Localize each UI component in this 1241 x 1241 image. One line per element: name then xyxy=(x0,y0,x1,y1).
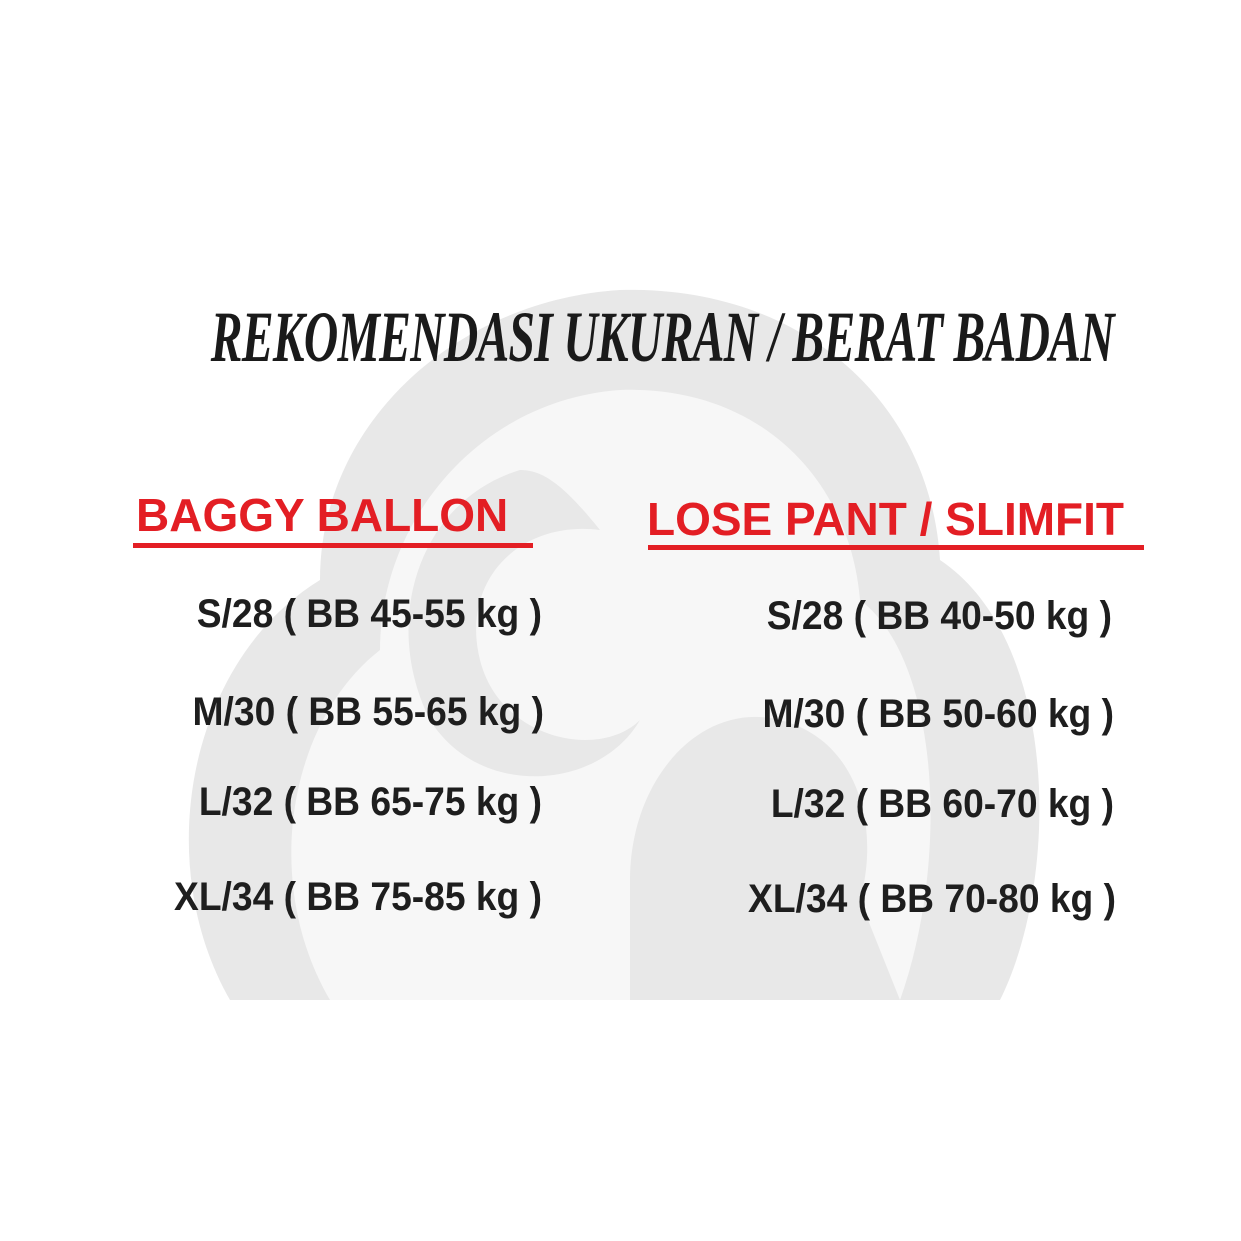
slimfit-size-row-m: M/30 ( BB 50-60 kg ) xyxy=(762,692,1114,736)
baggy-size-row-xl: XL/34 ( BB 75-85 kg ) xyxy=(174,875,543,919)
baggy-size-row-l: L/32 ( BB 65-75 kg ) xyxy=(198,780,542,824)
slimfit-size-row-l: L/32 ( BB 60-70 kg ) xyxy=(770,782,1114,826)
slimfit-size-row-s: S/28 ( BB 40-50 kg ) xyxy=(766,594,1112,638)
baggy-ballon-underline xyxy=(133,543,533,548)
lose-pant-slimfit-underline xyxy=(648,545,1144,550)
slimfit-size-row-xl: XL/34 ( BB 70-80 kg ) xyxy=(748,877,1116,921)
lose-pant-slimfit-heading: LOSE PANT / SLIMFIT xyxy=(647,493,1125,545)
baggy-ballon-heading: BAGGY BALLON xyxy=(136,489,509,541)
baggy-size-row-s: S/28 ( BB 45-55 kg ) xyxy=(196,592,542,636)
page-title: REKOMENDASI UKURAN / BERAT BADAN xyxy=(210,297,1115,377)
baggy-size-row-m: M/30 ( BB 55-65 kg ) xyxy=(192,690,545,734)
